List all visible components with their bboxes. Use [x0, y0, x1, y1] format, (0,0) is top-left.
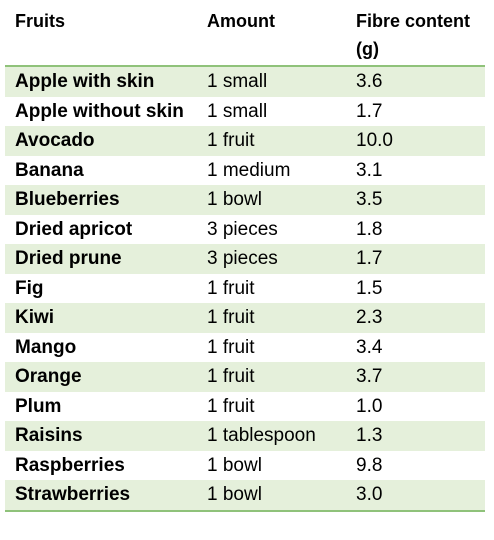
fibre-content-table: Fruits Amount Fibre content (g) Apple wi…: [5, 5, 485, 512]
fibre-cell: 1.8: [356, 218, 383, 240]
table-header: Fruits Amount Fibre content (g): [5, 5, 485, 67]
fibre-cell: 1.7: [346, 244, 485, 274]
fruit-cell: Fig: [15, 277, 44, 299]
amount-cell: 1 fruit: [197, 126, 346, 156]
amount-cell: 1 bowl: [197, 185, 346, 215]
fruit-cell: Banana: [15, 159, 84, 181]
amount-cell: 3 pieces: [207, 218, 278, 240]
fibre-cell: 1.3: [346, 421, 485, 451]
amount-cell: 1 fruit: [207, 277, 255, 299]
amount-cell: 3 pieces: [197, 244, 346, 274]
amount-cell: 1 fruit: [197, 362, 346, 392]
fruit-cell: Apple with skin: [5, 66, 197, 97]
fruit-cell: Raisins: [5, 421, 197, 451]
amount-cell: 1 small: [207, 100, 268, 122]
table-row: Raspberries 1 bowl 9.8: [5, 451, 485, 481]
table-row: Kiwi 1 fruit 2.3: [5, 303, 485, 333]
amount-cell: 1 medium: [207, 159, 291, 181]
amount-cell: 1 fruit: [197, 303, 346, 333]
fruit-cell: Mango: [15, 336, 77, 358]
header-amount: Amount: [197, 5, 346, 67]
amount-cell: 1 fruit: [207, 336, 255, 358]
table-row: Orange 1 fruit 3.7: [5, 362, 485, 392]
table-row: Fig 1 fruit 1.5: [5, 274, 485, 304]
fibre-cell: 3.6: [346, 66, 485, 97]
header-fruits: Fruits: [5, 5, 197, 67]
table-row: Blueberries 1 bowl 3.5: [5, 185, 485, 215]
fruit-cell: Dried apricot: [15, 218, 133, 240]
table-row: Raisins 1 tablespoon 1.3: [5, 421, 485, 451]
amount-cell: 1 bowl: [207, 454, 262, 476]
amount-cell: 1 tablespoon: [197, 421, 346, 451]
fruit-cell: Blueberries: [5, 185, 197, 215]
table-row: Strawberries 1 bowl 3.0: [5, 480, 485, 512]
fibre-cell: 10.0: [346, 126, 485, 156]
table-row: Dried prune 3 pieces 1.7: [5, 244, 485, 274]
fibre-cell: 3.4: [356, 336, 383, 358]
table-row: Banana 1 medium 3.1: [5, 156, 485, 186]
fibre-cell: 1.0: [356, 395, 383, 417]
amount-cell: 1 fruit: [207, 395, 255, 417]
fibre-cell: 3.5: [346, 185, 485, 215]
fruit-cell: Kiwi: [5, 303, 197, 333]
fruit-cell: Apple without skin: [15, 100, 184, 122]
fibre-cell: 3.7: [346, 362, 485, 392]
fibre-cell: 1.7: [356, 100, 383, 122]
table-row: Plum 1 fruit 1.0: [5, 392, 485, 422]
fruit-cell: Raspberries: [15, 454, 125, 476]
fibre-cell: 3.0: [346, 480, 485, 512]
fibre-table-container: Fruits Amount Fibre content (g) Apple wi…: [5, 5, 485, 512]
fibre-cell: 1.5: [356, 277, 383, 299]
fruit-cell: Dried prune: [5, 244, 197, 274]
header-row: Fruits Amount Fibre content (g): [5, 5, 485, 67]
fibre-cell: 9.8: [356, 454, 383, 476]
fibre-cell: 2.3: [346, 303, 485, 333]
table-body: Apple with skin 1 small 3.6 Apple withou…: [5, 66, 485, 512]
fruit-cell: Strawberries: [5, 480, 197, 512]
fruit-cell: Avocado: [5, 126, 197, 156]
amount-cell: 1 small: [197, 66, 346, 97]
fruit-cell: Plum: [15, 395, 62, 417]
fibre-cell: 3.1: [356, 159, 383, 181]
table-row: Mango 1 fruit 3.4: [5, 333, 485, 363]
amount-cell: 1 bowl: [197, 480, 346, 512]
table-row: Apple with skin 1 small 3.6: [5, 66, 485, 97]
table-row: Dried apricot 3 pieces 1.8: [5, 215, 485, 245]
fruit-cell: Orange: [5, 362, 197, 392]
header-fibre-content: Fibre content (g): [346, 5, 485, 67]
table-row: Apple without skin 1 small 1.7: [5, 97, 485, 127]
table-row: Avocado 1 fruit 10.0: [5, 126, 485, 156]
